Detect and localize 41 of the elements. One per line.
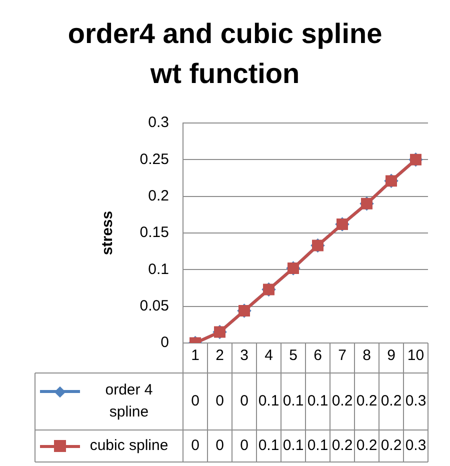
y-tick-label: 0.05 (140, 297, 169, 314)
chart-title: order4 and cubic spline wt function (66, 17, 384, 91)
y-tick-label: 0 (160, 334, 169, 352)
data-label: 0.1 (307, 392, 328, 410)
data-label: 0.3 (405, 437, 426, 454)
data-label: 0.2 (356, 437, 378, 454)
y-tick-label: 0.1 (148, 260, 169, 278)
y-tick-label: 0.2 (148, 187, 169, 204)
data-label: 0.2 (356, 392, 378, 410)
x-tick-label: 5 (289, 347, 298, 364)
x-tick-label: 1 (191, 347, 200, 364)
x-tick-label: 10 (407, 347, 424, 364)
data-label: 0.1 (282, 437, 304, 454)
legend-label: order 4 spline (105, 382, 153, 421)
x-tick-label: 8 (362, 347, 371, 364)
x-tick-label: 4 (264, 347, 273, 364)
legend-label: cubic spline (90, 437, 168, 454)
y-tick-label: 0.15 (140, 224, 169, 242)
data-label: 0 (240, 437, 248, 454)
data-label: 0.3 (405, 392, 426, 410)
data-label: 0.2 (380, 437, 402, 454)
x-tick-label: 2 (216, 347, 224, 364)
y-tick-label: 0.25 (140, 150, 169, 168)
x-tick-label: 7 (338, 347, 346, 364)
data-label: 0.2 (380, 392, 402, 410)
y-tick-label: 0.3 (148, 114, 169, 132)
data-label: 0 (240, 392, 248, 410)
data-label: 0 (216, 392, 224, 410)
x-tick-label: 9 (387, 347, 396, 364)
x-tick-label: 6 (314, 347, 322, 364)
data-label: 0.1 (258, 437, 280, 454)
data-label: 0.2 (332, 437, 353, 454)
data-label: 0.2 (332, 392, 353, 410)
data-label: 0.1 (258, 392, 280, 410)
data-label: 0 (216, 437, 224, 454)
data-label: 0.1 (307, 437, 328, 454)
y-axis-title: stress (99, 210, 116, 256)
data-label: 0 (191, 392, 200, 410)
x-tick-label: 3 (240, 347, 248, 364)
data-label: 0.1 (282, 392, 304, 410)
data-label: 0 (191, 437, 200, 454)
